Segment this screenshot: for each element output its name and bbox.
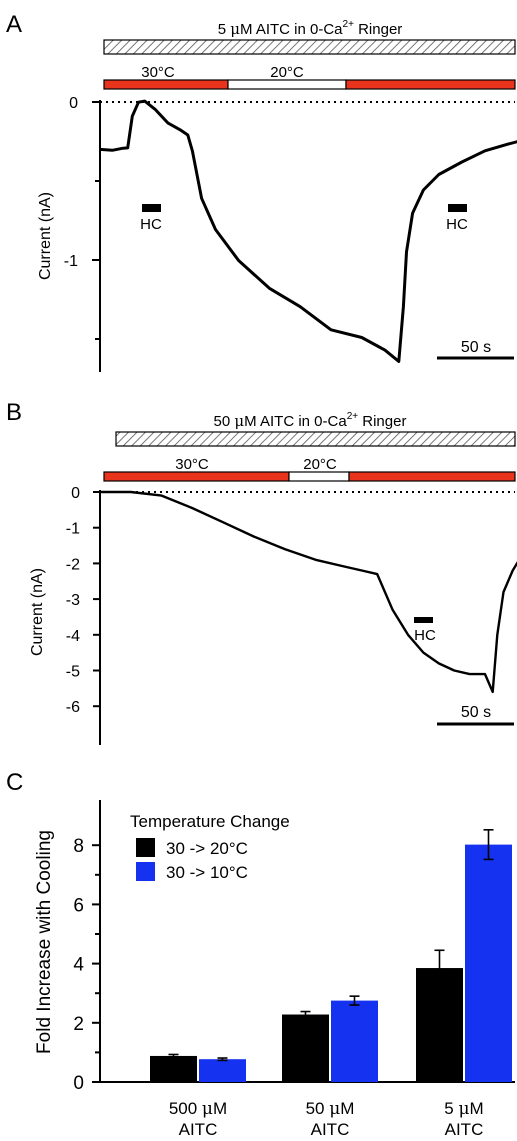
panel-a-warm-bar-1 [103, 79, 229, 90]
panel-b-tick-label: 0 [71, 485, 80, 502]
category-label-line1: 5 μM [444, 1099, 483, 1119]
panel-a-hc-label-2: HC [446, 216, 468, 233]
panel-a-tick-label: -1 [64, 253, 78, 270]
panel-a-temp-label-30: 30°C [141, 64, 175, 81]
panel-b-tick-label: -2 [66, 556, 80, 573]
panel-b: B 50 μM AITC in 0-Ca2+ Ringer 30°C 20°C … [6, 399, 517, 745]
panel-b-y-label: Current (nA) [29, 568, 46, 656]
panel-a-temp-label-20: 20°C [270, 64, 304, 81]
panel-c-letter: C [6, 769, 23, 796]
bar-20c-0 [150, 1055, 197, 1082]
panel-a-bath-label: 5 μM AITC in 0-Ca2+ Ringer [218, 19, 403, 38]
panel-b-y-ticks: 0 -1 -2 -3 -4 -5 -6 [66, 485, 100, 716]
category-label-line1: 500 μM [169, 1099, 227, 1119]
panel-c-legend-label-20: 30 -> 20°C [166, 839, 248, 858]
panel-a-y-ticks: 0 -1 [64, 95, 100, 340]
panel-c-tick-label: 4 [73, 955, 84, 976]
category-label-line2: AITC [311, 1120, 350, 1139]
panel-c-tick-label: 0 [73, 1073, 84, 1094]
panel-b-tick-label: -5 [66, 664, 80, 681]
panel-b-temp-label-20: 20°C [303, 456, 337, 473]
panel-c-legend-swatch-10 [136, 862, 155, 881]
panel-c-bars [150, 829, 512, 1082]
panel-b-time-scale-label: 50 s [461, 704, 491, 721]
category-label-line2: AITC [445, 1120, 484, 1139]
panel-a-cool-bar [227, 79, 347, 90]
panel-c-legend-title: Temperature Change [130, 812, 290, 831]
panel-c: C 0 2 4 6 8 Fold Increase with Cooling 500 μ… [6, 769, 515, 1139]
panel-b-current-trace [100, 490, 517, 694]
panel-b-tick-label: -1 [66, 521, 80, 538]
panel-b-temp-label-30: 30°C [175, 456, 209, 473]
panel-a-time-scale-label: 50 s [461, 339, 491, 356]
panel-a-bath-bar [103, 39, 516, 55]
panel-c-tick-label: 2 [73, 1014, 84, 1035]
panel-a-hc-label-1: HC [140, 216, 162, 233]
panel-a-warm-bar-2 [345, 79, 516, 90]
panel-b-warm-bar-1 [103, 471, 290, 482]
panel-b-warm-bar-2 [348, 471, 516, 482]
panel-b-tick-label: -4 [66, 628, 80, 645]
category-label-line2: AITC [179, 1120, 218, 1139]
category-label-line1: 50 μM [306, 1099, 355, 1119]
panel-a-hc-bar-1 [142, 204, 161, 212]
panel-c-tick-label: 8 [73, 836, 84, 857]
panel-a-current-trace [99, 99, 517, 363]
bar-10c-0 [199, 1059, 246, 1082]
bar-10c-1 [331, 1000, 378, 1082]
panel-a-letter: A [6, 11, 22, 38]
panel-b-cool-bar [288, 471, 350, 482]
bar-10c-2 [465, 844, 512, 1082]
panel-b-hc-bar [414, 617, 433, 623]
panel-a-tick-label: 0 [69, 95, 78, 112]
panel-c-legend-label-10: 30 -> 10°C [166, 863, 248, 882]
panel-b-hc-label: HC [414, 627, 436, 644]
panel-c-y-label: Fold Increase with Cooling [34, 830, 55, 1054]
panel-a: A 5 μM AITC in 0-Ca2+ Ringer 30°C 20°C 0… [6, 11, 517, 372]
panel-c-legend-swatch-20 [136, 838, 155, 857]
panel-c-tick-label: 6 [73, 895, 84, 916]
panel-a-y-label: Current (nA) [37, 192, 54, 280]
panel-b-bath-label: 50 μM AITC in 0-Ca2+ Ringer [214, 411, 407, 430]
panel-b-tick-label: -3 [66, 592, 80, 609]
bar-20c-2 [416, 968, 463, 1082]
panel-b-letter: B [6, 399, 22, 426]
panel-b-bath-bar [115, 431, 516, 447]
panel-a-hc-bar-2 [448, 204, 467, 212]
panel-b-tick-label: -6 [66, 699, 80, 716]
bar-20c-1 [282, 1014, 329, 1082]
panel-c-y-ticks: 0 2 4 6 8 [73, 836, 100, 1094]
